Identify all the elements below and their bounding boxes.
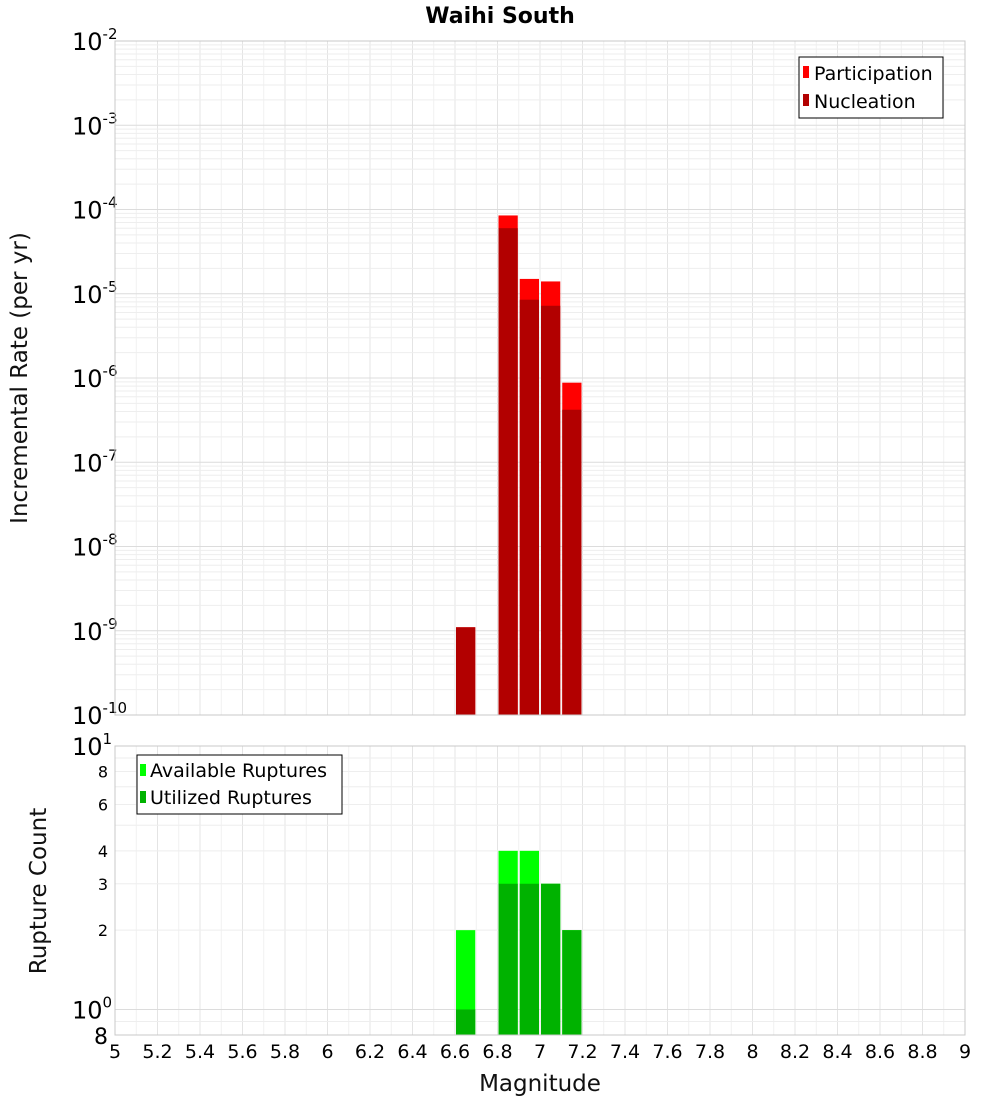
count-gridlines [114,745,966,1036]
count-bar-b [562,930,582,1035]
count-y-minor-tick-label: 3 [98,875,108,894]
x-tick-label: 8.2 [780,1041,810,1063]
x-tick-label: 6.4 [397,1041,427,1063]
x-tick-label: 7 [534,1041,546,1063]
x-tick-label: 7.6 [652,1041,682,1063]
count-plot-border [114,745,966,1036]
x-tick-label: 7.8 [695,1041,725,1063]
count-bar-b [519,883,539,1035]
legend-label-nucleation: Nucleation [814,91,916,113]
count-bars [456,850,582,1035]
legend-label-utilized: Utilized Ruptures [150,787,312,809]
rate-bar-b [498,228,518,716]
x-tick-label: 8.8 [907,1041,937,1063]
x-tick-label: 5.8 [270,1041,300,1063]
rate-bars [456,215,582,716]
count-y-minor-tick-label: 6 [98,795,108,814]
legend-swatch-nucleation [803,94,809,106]
x-tick-labels: 5 5.2 5.4 5.6 5.8 6 6.2 6.4 6.6 6.8 7 7.2 7.4 7.6 7.8 8… [109,1041,971,1063]
legend-swatch-available [140,764,146,776]
rate-plot-border [114,40,966,716]
count-y-minor-tick-label: 4 [98,842,108,861]
rate-y-axis-label: Incremental Rate (per yr) [7,232,33,524]
count-legend: Available Ruptures Utilized Ruptures [136,754,343,815]
legend-label-available: Available Ruptures [150,760,327,782]
rate-y-tick-label: 10-5 [72,278,118,309]
rate-y-tick-label: 10-4 [72,194,118,225]
x-tick-label: 6.2 [355,1041,385,1063]
rate-y-tick-label: 10-3 [72,109,118,140]
count-bar-a [456,930,476,1035]
count-bar-b [498,883,518,1035]
x-tick-label: 8.6 [865,1041,895,1063]
rate-y-tick-label: 10-8 [72,531,118,562]
x-tick-label: 7.4 [610,1041,640,1063]
x-tick-label: 5.6 [227,1041,257,1063]
x-tick-label: 8.4 [822,1041,852,1063]
x-axis-label: Magnitude [479,1071,601,1097]
x-tick-label: 5 [109,1041,121,1063]
count-panel: 100 101 8 2 3 4 6 8 5 5.2 5.4 5.6 5.8 6 6.2 6.4 6.6 6.8 7… [26,730,971,1097]
x-tick-label: 6.8 [482,1041,512,1063]
rate-y-tick-label: 10-7 [72,446,118,477]
count-y-tick-label: 101 [72,730,112,761]
count-y-tick-label: 100 [72,993,112,1024]
rate-y-tick-label: 10-9 [72,615,118,646]
rate-bar-b [519,299,539,715]
rate-gridlines [114,41,966,716]
chart-title: Waihi South [425,4,575,29]
legend-swatch-participation [803,66,809,78]
legend-label-participation: Participation [814,63,933,85]
x-tick-label: 8 [746,1041,758,1063]
count-bar-b [541,883,561,1035]
rate-legend-box [798,56,944,119]
count-legend-box [136,754,343,815]
x-tick-label: 5.4 [185,1041,215,1063]
rate-y-tick-label: 10-2 [72,25,118,56]
x-tick-label: 7.2 [567,1041,597,1063]
legend-swatch-utilized [140,791,146,803]
rate-y-tick-label: 10-6 [72,362,118,393]
count-bar-b [456,1009,476,1035]
x-tick-label: 5.2 [142,1041,172,1063]
count-y-tick-labels: 100 101 8 2 3 4 6 8 [72,730,112,1050]
x-tick-label: 9 [959,1041,971,1063]
count-y-minor-tick-label: 2 [98,921,108,940]
rate-legend: Participation Nucleation [798,56,944,119]
rate-bar-b [541,305,561,715]
x-tick-label: 6.6 [440,1041,470,1063]
count-y-minor-tick-label: 8 [94,1025,108,1050]
x-tick-label: 6 [321,1041,333,1063]
rate-bar-b [456,627,476,715]
count-y-minor-tick-label: 8 [98,763,108,782]
rate-bar-b [562,409,582,715]
count-y-axis-label: Rupture Count [26,808,52,974]
